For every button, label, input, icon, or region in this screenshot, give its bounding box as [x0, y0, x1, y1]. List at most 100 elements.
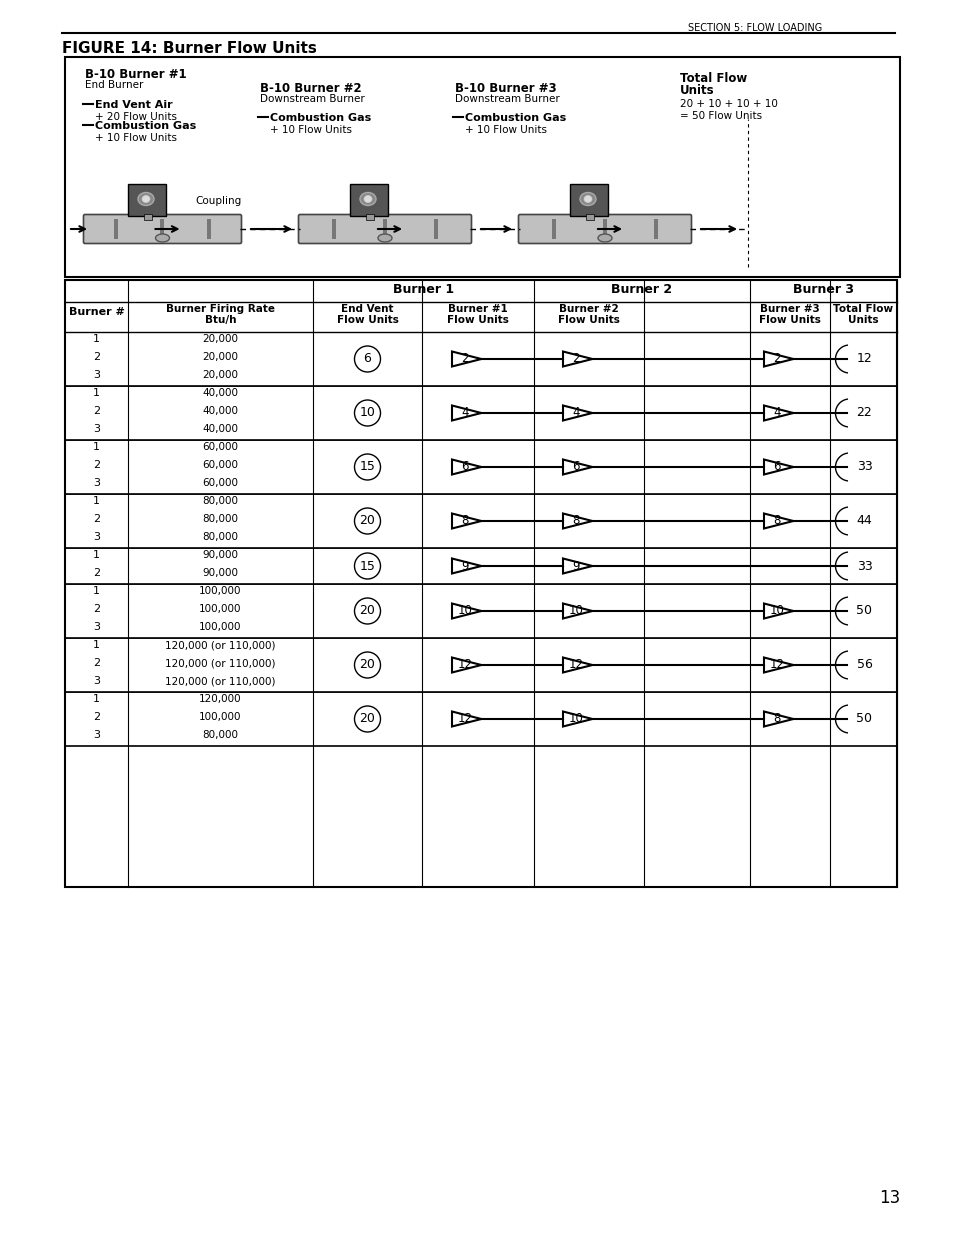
Ellipse shape [155, 233, 170, 242]
Bar [160, 219, 164, 240]
Text: Btu/h: Btu/h [205, 315, 236, 325]
Text: End Burner: End Burner [85, 80, 143, 90]
Text: 1: 1 [92, 442, 100, 452]
Text: 60,000: 60,000 [202, 442, 238, 452]
Ellipse shape [364, 195, 372, 203]
Text: Flow Units: Flow Units [759, 315, 821, 325]
Text: 40,000: 40,000 [202, 406, 238, 416]
Text: + 10 Flow Units: + 10 Flow Units [270, 125, 352, 135]
Text: 3: 3 [92, 370, 100, 380]
Polygon shape [562, 352, 592, 367]
Text: 10: 10 [568, 713, 583, 725]
Text: 3: 3 [92, 676, 100, 685]
Text: 22: 22 [856, 406, 871, 420]
Bar [144, 214, 152, 220]
Text: 3: 3 [92, 478, 100, 488]
Bar [65, 280, 896, 887]
Text: Total Flow: Total Flow [833, 304, 893, 314]
Polygon shape [452, 657, 481, 673]
Text: 120,000: 120,000 [199, 694, 241, 704]
Text: 15: 15 [359, 461, 375, 473]
Text: 44: 44 [856, 515, 871, 527]
Polygon shape [763, 657, 793, 673]
Text: Flow Units: Flow Units [336, 315, 398, 325]
Text: 90,000: 90,000 [202, 550, 238, 559]
Text: 10: 10 [769, 604, 783, 618]
Bar [585, 214, 594, 220]
Text: 40,000: 40,000 [202, 424, 238, 433]
Polygon shape [562, 405, 592, 420]
Circle shape [355, 553, 380, 579]
Text: 2: 2 [92, 406, 100, 416]
Text: 80,000: 80,000 [202, 730, 238, 740]
Text: 90,000: 90,000 [202, 568, 238, 578]
Polygon shape [452, 459, 481, 474]
Text: 3: 3 [92, 424, 100, 433]
FancyBboxPatch shape [298, 215, 471, 243]
Text: Burner Firing Rate: Burner Firing Rate [166, 304, 274, 314]
Text: 50: 50 [856, 604, 872, 618]
Text: 120,000 (or 110,000): 120,000 (or 110,000) [165, 640, 275, 650]
Text: 1: 1 [92, 388, 100, 398]
Text: 20 + 10 + 10 + 10: 20 + 10 + 10 + 10 [679, 99, 777, 109]
Polygon shape [562, 514, 592, 529]
Polygon shape [562, 558, 592, 573]
Text: 4: 4 [773, 406, 780, 420]
Text: 20,000: 20,000 [202, 352, 238, 362]
Polygon shape [562, 459, 592, 474]
Ellipse shape [142, 195, 150, 203]
Text: 2: 2 [773, 352, 780, 366]
Ellipse shape [598, 233, 612, 242]
Text: 6: 6 [572, 461, 579, 473]
Ellipse shape [359, 193, 375, 205]
Text: 1: 1 [92, 333, 100, 345]
Text: End Vent: End Vent [341, 304, 394, 314]
Text: 20,000: 20,000 [202, 333, 238, 345]
Text: Burner 2: Burner 2 [611, 283, 672, 296]
Text: Burner 1: Burner 1 [393, 283, 454, 296]
Text: FIGURE 14: Burner Flow Units: FIGURE 14: Burner Flow Units [62, 41, 316, 56]
Text: 1: 1 [92, 640, 100, 650]
Bar [382, 219, 387, 240]
Text: + 20 Flow Units: + 20 Flow Units [95, 112, 177, 122]
Text: 60,000: 60,000 [202, 459, 238, 471]
Polygon shape [562, 604, 592, 619]
Polygon shape [763, 514, 793, 529]
Polygon shape [452, 558, 481, 573]
Ellipse shape [579, 193, 596, 205]
Text: Units: Units [679, 84, 714, 98]
Text: 10: 10 [359, 406, 375, 420]
Polygon shape [452, 405, 481, 420]
Bar [207, 219, 211, 240]
Circle shape [355, 400, 380, 426]
Ellipse shape [138, 193, 153, 205]
Text: 12: 12 [769, 658, 783, 672]
Circle shape [355, 454, 380, 480]
Text: 3: 3 [92, 622, 100, 632]
Text: 20: 20 [359, 713, 375, 725]
Text: 6: 6 [773, 461, 780, 473]
Bar [434, 219, 437, 240]
Ellipse shape [377, 233, 392, 242]
Text: 1: 1 [92, 694, 100, 704]
Text: B-10 Burner #1: B-10 Burner #1 [85, 68, 187, 82]
Text: Burner #3: Burner #3 [760, 304, 819, 314]
Text: 10: 10 [568, 604, 583, 618]
Text: 10: 10 [457, 604, 472, 618]
Polygon shape [562, 657, 592, 673]
Text: 2: 2 [460, 352, 468, 366]
Text: 2: 2 [92, 514, 100, 524]
Circle shape [355, 652, 380, 678]
Polygon shape [452, 604, 481, 619]
Bar [602, 219, 606, 240]
Text: B-10 Burner #3: B-10 Burner #3 [455, 82, 556, 95]
Text: Units: Units [847, 315, 878, 325]
Text: 80,000: 80,000 [202, 532, 238, 542]
Polygon shape [763, 459, 793, 474]
Text: Combustion Gas: Combustion Gas [270, 112, 371, 124]
Text: 8: 8 [461, 515, 468, 527]
Text: Coupling: Coupling [194, 196, 241, 206]
Polygon shape [452, 711, 481, 726]
Ellipse shape [583, 195, 592, 203]
Text: 50: 50 [856, 713, 872, 725]
